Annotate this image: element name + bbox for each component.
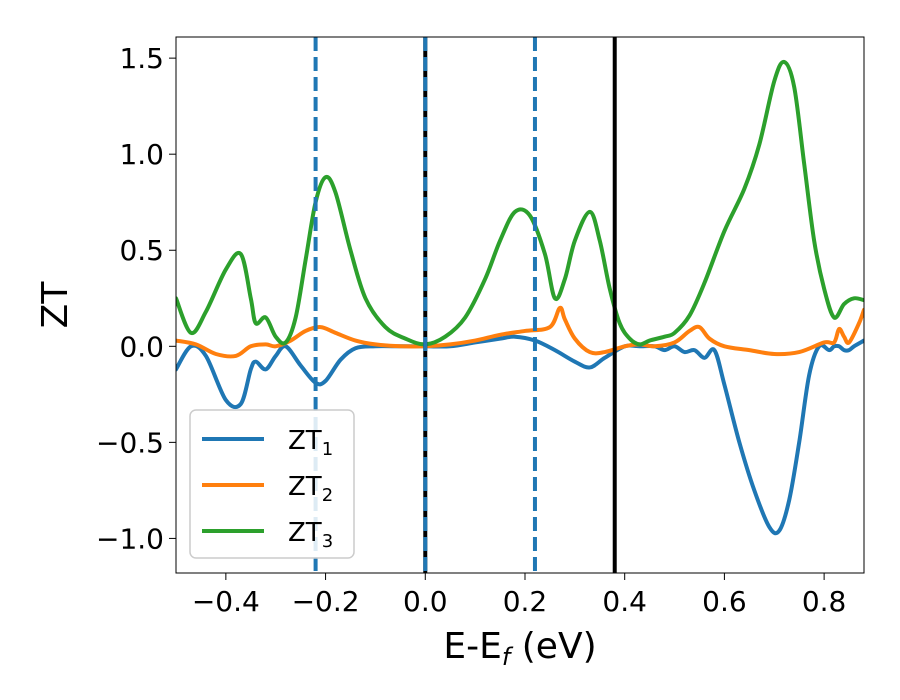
legend: ZT1 ZT2 ZT3 — [189, 409, 355, 559]
series-line-zt2 — [176, 305, 864, 359]
x-tick-label: 0.2 — [503, 585, 548, 618]
x-tick-label: 0.6 — [702, 585, 747, 618]
series-line-zt1 — [176, 334, 864, 536]
legend-box — [189, 409, 355, 559]
x-axis-title: E-Ef (eV) — [443, 626, 596, 671]
axes: −0.4 −0.2 0.0 0.2 0.4 0.6 0.8 −1.0 −0.5 0.0 0.5 1.0… — [96, 36, 865, 618]
legend-label-zt1: ZT1 — [288, 426, 333, 460]
plot-inner — [176, 37, 864, 573]
y-tick-label: 0.5 — [119, 234, 164, 267]
y-axis-title: ZT — [35, 281, 76, 329]
y-tick-label: −0.5 — [96, 426, 164, 459]
y-tick-label: −1.0 — [96, 522, 164, 555]
plot-area — [176, 37, 864, 573]
series-line-zt3 — [176, 59, 864, 347]
y-tick-label: 1.5 — [119, 42, 164, 75]
x-tick-label: −0.2 — [292, 585, 360, 618]
legend-label-zt2: ZT2 — [288, 472, 333, 506]
x-tick-label: 0.8 — [802, 585, 847, 618]
x-tick-label: 0.4 — [602, 585, 647, 618]
y-tick-label: 1.0 — [119, 138, 164, 171]
x-tick-label: 0.0 — [403, 585, 448, 618]
legend-label-zt3: ZT3 — [288, 518, 333, 552]
y-tick-label: 0.0 — [119, 330, 164, 363]
x-tick-label: −0.4 — [192, 585, 260, 618]
plot-frame — [175, 36, 865, 574]
